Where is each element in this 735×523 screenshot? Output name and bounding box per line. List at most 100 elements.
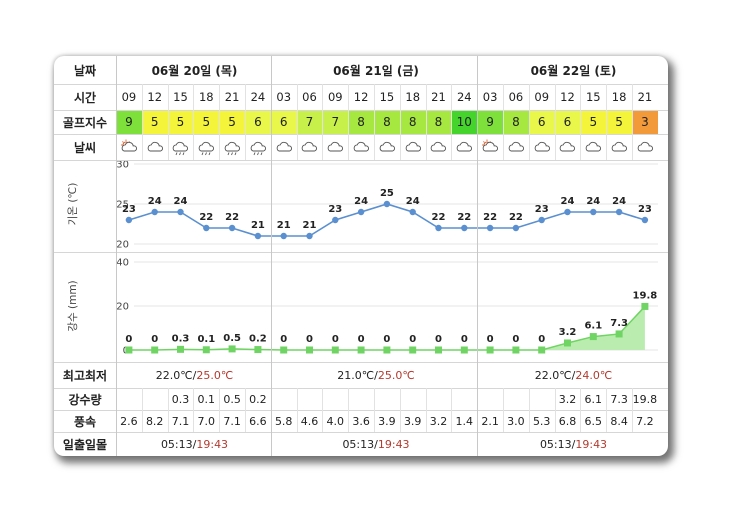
temperature-point <box>461 224 468 232</box>
data-label: 24 <box>354 196 368 207</box>
golf-index-cell: 7 <box>322 110 349 134</box>
data-label: 7.3 <box>610 318 628 329</box>
precip-cell <box>503 388 529 410</box>
column-divider <box>219 388 221 432</box>
cloud-icon <box>322 134 348 160</box>
day-divider <box>270 84 272 160</box>
precip-point <box>331 346 339 354</box>
hour-cell: 18 <box>198 90 214 104</box>
data-label: 22 <box>199 212 213 223</box>
hour-cell: 15 <box>585 90 601 104</box>
minmax-separator: / <box>192 368 197 382</box>
wind-cell: 2.1 <box>481 414 499 428</box>
data-label: 22 <box>225 212 239 223</box>
hour-cell: 12 <box>353 90 369 104</box>
row-divider <box>54 84 668 85</box>
temperature-point <box>641 216 649 224</box>
minmax-separator: / <box>374 368 378 382</box>
y-tick-label: 40 <box>116 258 129 269</box>
temperature-point <box>615 208 623 216</box>
data-label: 22 <box>457 212 471 223</box>
data-label: 23 <box>122 204 136 215</box>
column-divider <box>580 388 582 432</box>
precip-cell <box>142 388 168 410</box>
wind-cell: 6.5 <box>584 414 603 428</box>
precip-point <box>589 333 597 341</box>
precip-cell: 0.5 <box>223 392 241 406</box>
hour-cell: 21 <box>431 90 446 104</box>
precip-cell <box>322 388 348 410</box>
column-divider <box>606 388 608 432</box>
wind-cell: 1.4 <box>455 414 474 428</box>
sun-day-2: 05:13/19:43 <box>342 437 410 451</box>
row-divider <box>54 432 668 433</box>
wind-cell: 8.4 <box>610 414 628 428</box>
column-divider <box>348 388 350 432</box>
day-divider <box>270 56 272 84</box>
golf-index-cell: 5 <box>580 110 607 134</box>
column-divider <box>425 388 427 432</box>
temperature-point <box>151 208 158 216</box>
precip-point <box>564 339 571 347</box>
precip-cell <box>271 388 297 410</box>
column-divider <box>606 84 608 160</box>
row-divider <box>54 362 668 363</box>
data-label: 0 <box>409 334 416 345</box>
data-label: 23 <box>328 204 342 215</box>
column-divider <box>399 84 401 160</box>
label-column-divider <box>116 56 117 456</box>
golf-index-cell: 6 <box>245 110 271 134</box>
row-label-precip: 강수량 <box>68 392 102 407</box>
wind-cell: 3.9 <box>403 414 422 428</box>
precip-cell <box>477 388 503 410</box>
cloud-icon <box>451 134 477 160</box>
golf-index-cell: 6 <box>554 110 581 134</box>
y-axis-title: 강수 (mm) <box>67 280 79 331</box>
data-label: 0.2 <box>249 334 267 345</box>
sunset-time: 19:43 <box>575 437 608 451</box>
golf-index-cell: 5 <box>167 110 194 134</box>
golf-index-cell: 8 <box>348 110 374 134</box>
column-divider <box>554 84 556 160</box>
data-label: 0.1 <box>197 334 215 345</box>
data-label: 21 <box>303 220 317 231</box>
precip-cell: 7.3 <box>610 392 628 406</box>
cloud-icon <box>297 134 323 160</box>
data-label: 22 <box>432 212 446 223</box>
day-divider <box>270 432 272 456</box>
y-tick-label: 20 <box>116 302 129 313</box>
column-divider <box>219 84 221 160</box>
cloud-icon <box>271 134 297 160</box>
data-label: 23 <box>638 204 652 215</box>
precip-cell <box>348 388 374 410</box>
day-divider <box>477 84 479 160</box>
data-label: 0.3 <box>172 333 190 344</box>
temperature-point <box>564 208 571 216</box>
cloud-icon <box>529 134 555 160</box>
day-divider <box>477 362 479 388</box>
golf-weather-card: 날짜 시간 골프지수 날씨 최고최저 강수량 풍속 일출일몰 06월 20일 (… <box>54 56 668 456</box>
max-temp: 25.0℃ <box>377 368 415 382</box>
temperature-point <box>280 232 287 240</box>
wind-cell: 7.2 <box>636 414 654 428</box>
column-divider <box>580 84 582 160</box>
sunset-time: 19:43 <box>196 437 229 451</box>
precip-cell: 6.1 <box>584 392 603 406</box>
hour-cell: 06 <box>302 90 317 104</box>
row-divider <box>54 160 668 161</box>
data-label: 0 <box>125 334 132 345</box>
wind-cell: 7.1 <box>223 414 241 428</box>
golf-index-cell: 5 <box>141 110 168 134</box>
column-divider <box>322 388 324 432</box>
day-divider <box>477 160 479 362</box>
precip-point <box>512 346 520 354</box>
column-divider <box>399 388 401 432</box>
temperature-point <box>409 208 416 216</box>
hour-cell: 21 <box>224 90 240 104</box>
column-divider <box>141 84 143 160</box>
temperature-point <box>435 224 442 232</box>
golf-index-cell: 9 <box>116 110 142 134</box>
data-label: 0 <box>358 334 365 345</box>
row-label-weather: 날씨 <box>73 140 97 155</box>
column-divider <box>632 388 633 432</box>
